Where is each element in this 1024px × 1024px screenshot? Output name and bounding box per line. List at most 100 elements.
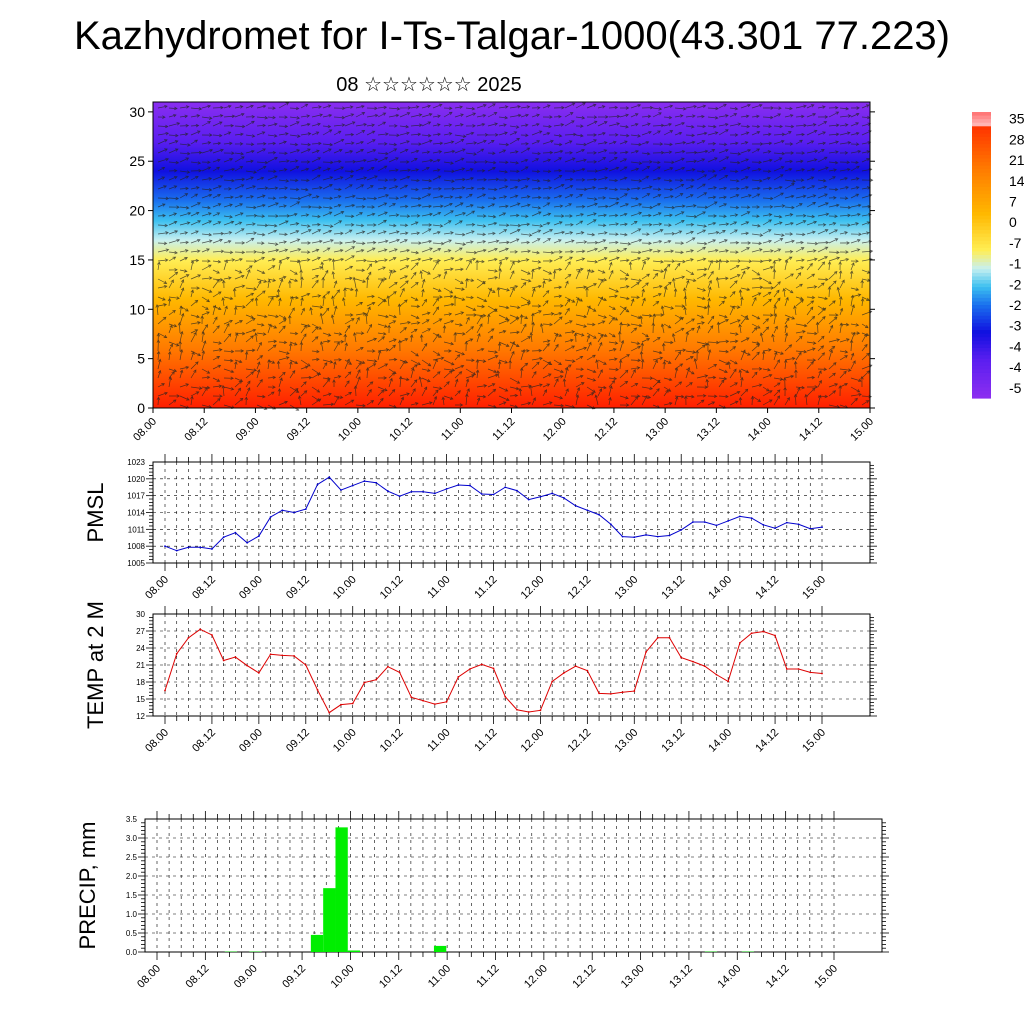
- precip-bar: [433, 945, 447, 952]
- colorbar-swatch: [972, 326, 991, 331]
- x-tick-label: 13.00: [612, 574, 640, 602]
- x-tick-label: 11.00: [425, 727, 452, 754]
- data-point: [422, 699, 425, 702]
- data-point: [574, 665, 577, 668]
- colorbar-swatch: [972, 365, 991, 370]
- x-tick-label: 11.00: [425, 574, 452, 601]
- x-tick-label: 10.12: [378, 727, 406, 755]
- x-tick-label: 13.00: [619, 963, 647, 991]
- data-point: [692, 660, 694, 663]
- precip-bar: [310, 934, 324, 952]
- y-tick-label: 12: [136, 712, 145, 721]
- y-tick-label: 1005: [127, 559, 145, 568]
- data-point: [175, 652, 178, 655]
- x-tick-label: 14.12: [753, 727, 781, 755]
- data-point: [527, 711, 530, 713]
- y-tick-label: 1017: [127, 492, 145, 501]
- colorbar-swatch: [972, 251, 991, 256]
- colorbar-swatch: [972, 272, 991, 278]
- colorbar-swatch: [972, 351, 991, 356]
- data-point: [340, 489, 342, 491]
- colorbar-swatch: [972, 394, 991, 399]
- x-tick-label: 10.12: [378, 574, 406, 602]
- colorbar-swatch: [972, 154, 991, 160]
- data-point: [645, 651, 647, 653]
- data-point: [598, 692, 600, 695]
- x-tick-label: 10.00: [329, 963, 357, 991]
- x-tick-label: 10.00: [336, 416, 364, 444]
- colorbar-swatch: [972, 147, 991, 152]
- data-point: [785, 521, 788, 524]
- data-point: [562, 497, 565, 499]
- colorbar-swatch: [972, 383, 991, 388]
- y-tick-label: 1.5: [126, 891, 138, 900]
- data-point: [211, 634, 213, 636]
- data-point: [164, 545, 166, 548]
- y-tick-label: 24: [136, 644, 145, 653]
- colorbar-swatch: [972, 190, 991, 195]
- data-point: [562, 672, 565, 674]
- x-tick-label: 09.12: [285, 416, 313, 444]
- colorbar-swatch: [972, 197, 991, 202]
- data-point: [469, 484, 471, 487]
- data-point: [387, 490, 389, 493]
- colorbar-swatch: [972, 244, 991, 249]
- data-point: [656, 535, 659, 538]
- data-point: [609, 523, 612, 526]
- colorbar-label: -2: [1009, 297, 1022, 313]
- cross-section-panel: 0 5 10 15 20 25 30 08.00 08.12 09.00 09.12 10.00 10.…: [129, 101, 876, 444]
- colorbar-swatch: [972, 162, 991, 167]
- panel-background: [145, 819, 882, 952]
- colorbar-swatch: [972, 305, 991, 310]
- temp-panel: 12 15 18 21 24 27 30 08.00 08.12 09.00 09.12 10.00 1…: [83, 601, 877, 755]
- data-point: [246, 664, 249, 667]
- x-tick-label: 12.12: [592, 416, 620, 444]
- colorbar-swatch: [972, 380, 991, 385]
- colorbar-swatch: [972, 337, 991, 342]
- y-tick-label: 1011: [128, 525, 146, 534]
- x-tick-label: 08.12: [190, 574, 218, 602]
- data-point: [410, 696, 413, 699]
- y-tick-label: 21: [136, 661, 145, 670]
- colorbar-swatch: [972, 144, 991, 149]
- data-point: [551, 680, 554, 683]
- data-point: [246, 541, 249, 544]
- colorbar-swatch: [972, 262, 991, 267]
- data-point: [668, 636, 671, 639]
- x-tick-label: 09.12: [284, 574, 312, 602]
- data-point: [433, 492, 436, 495]
- x-tick-label: 15.00: [800, 574, 828, 602]
- x-tick-label: 13.12: [695, 416, 723, 444]
- data-point: [363, 480, 366, 482]
- data-point: [692, 521, 694, 523]
- data-point: [234, 656, 237, 658]
- y-tick-label: 1008: [127, 542, 145, 551]
- data-point: [821, 526, 823, 528]
- data-point: [727, 680, 730, 683]
- data-point: [492, 493, 495, 496]
- data-point: [469, 668, 471, 670]
- x-tick-label: 14.12: [797, 416, 825, 444]
- colorbar-swatch: [972, 158, 991, 163]
- colorbar-swatch: [972, 165, 991, 170]
- data-point: [762, 523, 765, 526]
- colorbar-swatch: [972, 151, 991, 156]
- colorbar-swatch: [972, 112, 991, 117]
- colorbar-swatch: [972, 290, 991, 295]
- data-point: [774, 634, 776, 637]
- data-point: [551, 492, 554, 495]
- colorbar-swatch: [972, 355, 991, 360]
- data-point: [257, 535, 260, 537]
- precip-bar: [323, 888, 336, 952]
- data-point: [715, 524, 718, 527]
- colorbar-label: 28: [1009, 131, 1024, 147]
- data-point: [797, 668, 800, 670]
- colorbar-swatch: [972, 233, 991, 238]
- colorbar-swatch: [972, 215, 991, 220]
- colorbar-swatch: [972, 258, 991, 263]
- data-point: [375, 678, 378, 681]
- y-tick-label: 3.0: [126, 834, 138, 843]
- y-tick-label: 2.5: [126, 853, 138, 862]
- y-tick-label: 0.5: [126, 929, 138, 938]
